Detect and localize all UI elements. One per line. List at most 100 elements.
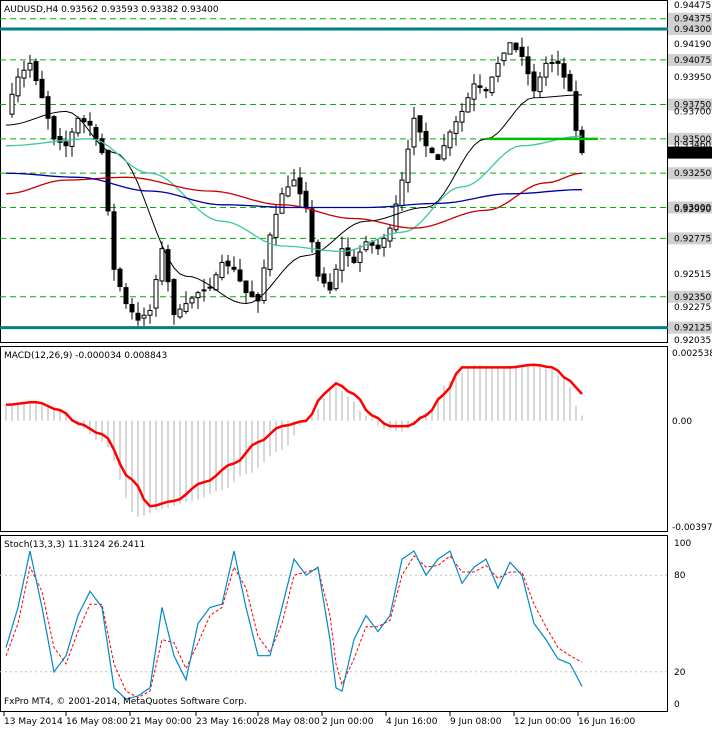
candle-body <box>453 121 459 134</box>
candle-body <box>27 62 33 71</box>
stochastic-layer <box>0 550 668 700</box>
candle-body <box>339 248 345 271</box>
candle-body <box>411 117 417 148</box>
candle-body <box>225 260 231 267</box>
stoch-main-line <box>5 550 583 700</box>
candle-body <box>219 261 225 279</box>
level-price-label: 0.94300 <box>674 25 711 35</box>
stoch-signal-line <box>5 555 583 699</box>
candle-body <box>507 42 513 55</box>
candle-body <box>405 148 411 183</box>
candle-body <box>555 60 561 64</box>
candle-body <box>579 129 585 154</box>
level-price-label: 0.94075 <box>674 56 711 66</box>
candle-body <box>531 71 537 92</box>
level-price-label-bg <box>668 23 712 36</box>
candle-body <box>447 131 453 149</box>
level-price-label-bg <box>668 201 712 214</box>
time-tick-label: 13 May 2014 <box>4 717 63 727</box>
candle-body <box>423 130 429 147</box>
level-price-label: 0.92125 <box>674 324 711 334</box>
time-tick-label: 21 May 00:00 <box>130 717 192 727</box>
time-tick-label: 12 Jun 00:00 <box>514 717 571 727</box>
stoch-tick-label: 0 <box>674 700 680 710</box>
candle-body <box>165 249 171 283</box>
price-tick-label: 0.94190 <box>674 40 711 50</box>
candle-body <box>441 145 447 160</box>
candle-body <box>243 280 249 294</box>
time-tick-label: 16 May 08:00 <box>66 717 128 727</box>
level-price-label-bg <box>668 167 712 180</box>
moving-average-line <box>5 135 583 253</box>
candle-body <box>207 286 213 289</box>
macd-tick-label: -0.003977 <box>672 523 712 533</box>
candle-body <box>273 213 279 238</box>
candle-body <box>117 268 123 287</box>
candle-body <box>51 116 57 140</box>
main-price-layer <box>0 18 668 330</box>
level-price-label: 0.93500 <box>674 135 711 145</box>
candle-body <box>141 314 147 319</box>
candle-body <box>303 190 309 209</box>
candle-body <box>315 241 321 277</box>
candle-body <box>159 248 165 282</box>
candle-body <box>567 73 573 92</box>
candle-body <box>471 83 477 100</box>
candle-body <box>9 93 15 115</box>
macd-pane-frame <box>0 346 668 532</box>
level-price-label-bg <box>668 53 712 66</box>
macd-tick-label: 0.00 <box>672 417 692 427</box>
price-tick-label: 0.93460 <box>674 140 711 150</box>
candle-body <box>297 177 303 195</box>
stoch-tick-label: 20 <box>674 668 686 678</box>
current-price-label: 0.93400 <box>674 149 711 159</box>
candle-body <box>261 267 267 302</box>
candle-body <box>549 61 555 64</box>
candle-body <box>81 118 87 123</box>
candle-body <box>105 149 111 212</box>
candle-body <box>189 297 195 304</box>
candle-body <box>399 179 405 207</box>
level-price-label-bg <box>668 290 712 303</box>
candle-body <box>279 193 285 214</box>
candle-body <box>513 42 519 51</box>
macd-signal-line <box>5 363 583 508</box>
candle-body <box>15 76 21 97</box>
candle-body <box>459 110 465 123</box>
price-tick-label: 0.92275 <box>674 303 711 313</box>
candle-body <box>153 279 159 309</box>
moving-average-line <box>5 172 583 229</box>
level-price-label: 0.92775 <box>674 234 711 244</box>
candle-body <box>417 115 423 133</box>
candle-body <box>93 127 99 140</box>
candle-body <box>99 138 105 154</box>
main-chart-title: AUDUSD,H4 0.93562 0.93593 0.93382 0.9340… <box>4 5 219 15</box>
time-tick-label: 23 May 16:00 <box>196 717 258 727</box>
main-pane-frame <box>0 0 668 343</box>
candle-body <box>111 211 117 270</box>
candle-body <box>147 309 153 316</box>
price-tick-label: 0.93950 <box>674 73 711 83</box>
level-price-label-bg <box>668 98 712 111</box>
candle-body <box>537 76 543 93</box>
candle-body <box>501 52 507 62</box>
level-price-label: 0.93250 <box>674 169 711 179</box>
candle-body <box>573 91 579 131</box>
candle-body <box>435 154 441 160</box>
candle-body <box>483 88 489 92</box>
candle-body <box>333 268 339 290</box>
candle-body <box>21 69 27 79</box>
candle-body <box>309 208 315 243</box>
candle-body <box>183 303 189 312</box>
candle-body <box>213 274 219 291</box>
time-tick-label: 9 Jun 08:00 <box>450 717 502 727</box>
stoch-pane-frame <box>0 535 668 712</box>
level-price-label-bg <box>668 232 712 245</box>
level-price-label: 0.94375 <box>674 15 711 25</box>
candle-body <box>171 279 177 316</box>
price-tick-label: 0.94475 <box>674 1 711 11</box>
candle-body <box>519 46 525 57</box>
candle-body <box>39 78 45 99</box>
candle-body <box>135 312 141 321</box>
